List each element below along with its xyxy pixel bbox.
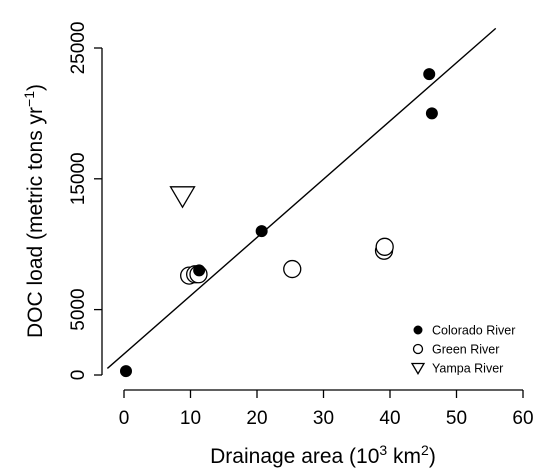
x-tick-label: 20 [246,408,267,429]
data-point [255,225,268,238]
y-tick-label: 0 [68,370,89,381]
legend-marker [413,325,423,335]
legend-label: Yampa River [432,362,503,376]
x-tick-label: 50 [446,408,467,429]
data-point [375,237,394,256]
data-point [283,259,302,279]
axes: 0 10 20 30 40 50 60 0 5000 15000 25000 [68,22,534,429]
y-tick-label: 15000 [68,152,89,205]
x-tick-label: 0 [119,408,130,429]
regression-line [106,27,497,369]
legend-marker [412,343,424,355]
x-tick-label: 40 [379,408,400,429]
legend-label: Green River [432,343,499,357]
data-point [169,186,196,209]
x-tick-label: 60 [512,408,533,429]
y-tick-label: 5000 [68,288,89,330]
legend: Colorado River Green River Yampa River [410,324,515,376]
data-point [423,68,436,81]
data-point [193,264,206,277]
data-point [119,365,132,378]
x-axis-title: Drainage area (103 km2) [210,442,436,468]
data-point [425,107,438,120]
legend-marker [410,362,426,375]
data-points [119,68,438,378]
regression-line-group [106,27,497,369]
legend-label: Colorado River [432,324,515,338]
y-axis-title: DOC load (metric tons yr−1) [21,84,47,338]
x-tick-label: 10 [180,408,201,429]
y-tick-label: 25000 [68,22,89,75]
x-tick-label: 30 [313,408,334,429]
